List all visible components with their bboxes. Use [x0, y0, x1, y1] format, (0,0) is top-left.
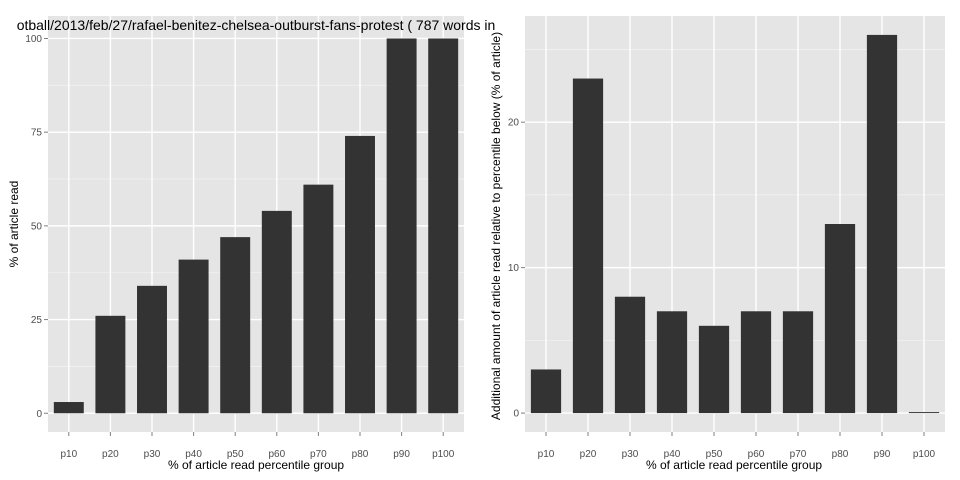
left-x-tick-label: p100: [432, 449, 455, 460]
left-y-axis-title: % of article read: [7, 181, 21, 268]
right-bar-p60: [740, 311, 772, 414]
right-bar-chart: 0 10 20 p10 p20 p30 p40 p50 p60 p70 p80 p90 p100 % …: [489, 16, 945, 472]
right-x-tick-label: p30: [622, 449, 639, 460]
left-y-tick-label: 100: [25, 34, 42, 45]
left-x-tick-label: p10: [60, 449, 77, 460]
right-x-tick-label: p10: [538, 449, 555, 460]
right-y-axis-title: Additional amount of article read relati…: [489, 32, 503, 420]
left-bar-p100: [428, 38, 459, 414]
left-bar-p80: [345, 135, 375, 414]
left-x-tick-label: p90: [393, 449, 410, 460]
right-bar-p20: [572, 78, 604, 414]
left-bar-p90: [386, 38, 417, 414]
right-x-tick-label: p60: [748, 449, 765, 460]
left-x-axis: p10 p20 p30 p40 p50 p60 p70 p80 p90 p100: [60, 432, 455, 460]
left-x-tick-label: p70: [310, 449, 327, 460]
left-x-tick-label: p80: [352, 449, 369, 460]
right-bar-p80: [824, 224, 856, 414]
right-bar-p50: [698, 325, 730, 414]
right-x-tick-label: p50: [706, 449, 723, 460]
left-y-tick-label: 50: [31, 221, 43, 232]
left-bar-p50: [220, 237, 251, 414]
left-chart-title: otball/2013/feb/27/rafael-benitez-chelse…: [17, 17, 496, 33]
left-bar-p70: [303, 184, 334, 414]
left-bar-p60: [261, 210, 292, 414]
left-bar-p20: [95, 315, 126, 414]
left-x-tick-label: p20: [102, 449, 119, 460]
right-bar-p70: [782, 311, 814, 414]
left-x-axis-title: % of article read percentile group: [168, 458, 344, 472]
left-y-tick-label: 0: [36, 409, 42, 420]
right-x-tick-label: p20: [580, 449, 597, 460]
right-x-axis: p10 p20 p30 p40 p50 p60 p70 p80 p90 p100: [538, 432, 936, 460]
right-x-tick-label: p70: [790, 449, 807, 460]
right-bar-p30: [614, 296, 646, 414]
right-y-tick-label: 20: [508, 118, 520, 129]
right-y-axis: 0 10 20: [508, 118, 525, 420]
right-x-tick-label: p40: [664, 449, 681, 460]
right-bars: [530, 34, 940, 414]
left-bar-p40: [178, 259, 209, 414]
right-bar-p90: [866, 34, 898, 414]
left-y-tick-label: 25: [31, 315, 43, 326]
left-x-tick-label: p40: [185, 449, 202, 460]
left-bar-p10: [53, 402, 84, 414]
right-y-tick-label: 0: [513, 409, 519, 420]
left-bar-p30: [137, 285, 167, 414]
right-x-tick-label: p80: [832, 449, 849, 460]
left-x-tick-label: p50: [227, 449, 244, 460]
right-x-tick-label: p90: [874, 449, 891, 460]
right-bar-p40: [656, 311, 688, 414]
right-bar-p10: [530, 369, 562, 414]
right-x-tick-label: p100: [913, 449, 936, 460]
left-bars: [53, 38, 459, 414]
left-x-tick-label: p60: [268, 449, 285, 460]
right-bar-p100: [908, 412, 940, 414]
left-y-tick-label: 75: [31, 128, 43, 139]
left-y-axis: 0 25 50 75 100: [25, 34, 48, 420]
right-x-axis-title: % of article read percentile group: [646, 458, 822, 472]
left-x-tick-label: p30: [144, 449, 161, 460]
right-y-tick-label: 10: [508, 263, 520, 274]
